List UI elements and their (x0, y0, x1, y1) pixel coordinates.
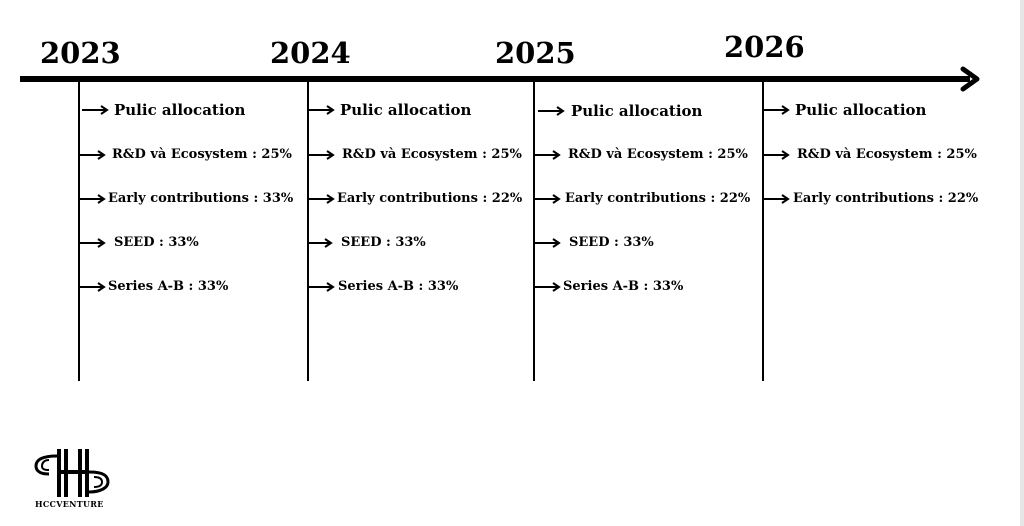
year-label-2023: 2023 (40, 36, 121, 70)
arrow-right-icon (535, 237, 561, 248)
allocation-item-text: Series A-B : 33% (108, 279, 229, 294)
allocation-item-text: Series A-B : 33% (338, 279, 459, 294)
allocation-item: Early contributions : 22% (535, 191, 750, 206)
allocation-heading: Pulic allocation (538, 102, 702, 120)
allocation-item-text: SEED : 33% (569, 235, 654, 250)
allocation-item-text: R&D và Ecosystem : 25% (112, 147, 292, 162)
arrow-right-icon (764, 193, 790, 204)
arrow-right-icon (80, 149, 106, 160)
allocation-heading: Pulic allocation (764, 101, 926, 119)
allocation-heading-text: Pulic allocation (795, 101, 927, 119)
allocation-item: Series A-B : 33% (80, 279, 228, 294)
allocation-item: R&D và Ecosystem : 25% (80, 147, 292, 162)
right-edge-border (1020, 0, 1024, 526)
year-label-2024: 2024 (270, 36, 351, 70)
allocation-item-text: R&D và Ecosystem : 25% (342, 147, 522, 162)
arrow-right-icon (764, 105, 790, 115)
year-divider-2024 (307, 80, 309, 381)
arrow-right-icon (535, 149, 561, 160)
allocation-item: R&D và Ecosystem : 25% (535, 147, 748, 162)
allocation-item: Series A-B : 33% (535, 279, 683, 294)
arrow-right-icon (764, 149, 790, 160)
allocation-item: SEED : 33% (307, 235, 426, 250)
arrow-right-icon (535, 281, 561, 292)
allocation-item-text: Early contributions : 22% (337, 191, 523, 206)
arrow-right-icon (80, 281, 106, 292)
allocation-item: SEED : 33% (80, 235, 199, 250)
year-label-2026: 2026 (724, 30, 805, 64)
allocation-heading-text: Pulic allocation (340, 101, 472, 119)
allocation-item-text: SEED : 33% (341, 235, 426, 250)
arrow-right-icon (80, 193, 106, 204)
allocation-item: Early contributions : 33% (80, 191, 293, 206)
arrow-right-icon (309, 149, 335, 160)
allocation-item-text: Early contributions : 33% (108, 191, 294, 206)
allocation-item-text: Series A-B : 33% (563, 279, 684, 294)
allocation-item: R&D và Ecosystem : 25% (309, 147, 522, 162)
allocation-item: Series A-B : 33% (309, 279, 458, 294)
year-divider-2023 (78, 80, 80, 381)
allocation-item-text: R&D và Ecosystem : 25% (568, 147, 748, 162)
arrow-right-icon (538, 106, 565, 116)
allocation-heading: Pulic allocation (82, 101, 245, 119)
year-divider-2025 (533, 80, 535, 381)
allocation-heading-text: Pulic allocation (571, 102, 703, 120)
allocation-item: R&D và Ecosystem : 25% (764, 147, 977, 162)
timeline-axis-arrow (20, 66, 980, 92)
arrow-right-icon (80, 237, 106, 248)
arrow-right-icon (82, 105, 109, 115)
arrow-right-icon (309, 193, 335, 204)
logo-wordmark: HCCVENTURE (35, 499, 104, 509)
arrow-right-icon (309, 105, 335, 115)
arrow-right-icon (307, 237, 333, 248)
arrow-right-icon (535, 193, 561, 204)
allocation-item-text: R&D và Ecosystem : 25% (797, 147, 977, 162)
hccventure-logo (34, 449, 110, 497)
allocation-item: Early contributions : 22% (764, 191, 978, 206)
allocation-item-text: Early contributions : 22% (793, 191, 979, 206)
allocation-heading: Pulic allocation (309, 101, 471, 119)
allocation-item: Early contributions : 22% (309, 191, 522, 206)
allocation-heading-text: Pulic allocation (114, 101, 246, 119)
year-label-2025: 2025 (495, 36, 576, 70)
allocation-item-text: Early contributions : 22% (565, 191, 751, 206)
year-divider-2026 (762, 80, 764, 381)
allocation-item-text: SEED : 33% (114, 235, 199, 250)
allocation-item: SEED : 33% (535, 235, 654, 250)
arrow-right-icon (309, 281, 335, 292)
